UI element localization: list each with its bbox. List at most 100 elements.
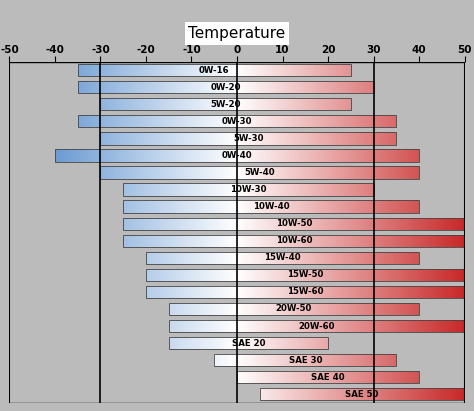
Bar [258, 183, 259, 196]
Bar [185, 269, 186, 281]
Bar [182, 201, 183, 213]
Bar [332, 166, 333, 179]
Bar [340, 98, 341, 111]
Bar [337, 235, 338, 247]
Bar [244, 286, 245, 298]
Bar [392, 371, 393, 383]
Bar [108, 64, 109, 76]
Bar [249, 337, 250, 349]
Bar [362, 201, 363, 213]
Bar [315, 183, 316, 196]
Bar [350, 132, 351, 145]
Bar [279, 303, 280, 315]
Bar [242, 115, 243, 127]
Bar [378, 252, 379, 264]
Bar [218, 183, 219, 196]
Bar [130, 217, 131, 230]
Bar [120, 81, 121, 93]
Bar [297, 166, 298, 179]
Bar [277, 64, 278, 76]
Bar [258, 371, 259, 383]
Bar [381, 371, 382, 383]
Bar [365, 217, 367, 230]
Bar [423, 269, 424, 281]
Bar [359, 354, 360, 366]
Bar [347, 235, 348, 247]
Bar [392, 269, 393, 281]
Bar [354, 81, 355, 93]
Bar [298, 183, 299, 196]
Bar [387, 132, 388, 145]
Bar [182, 252, 183, 264]
Bar [289, 115, 290, 127]
Bar [323, 388, 324, 400]
Bar [292, 320, 293, 332]
Bar [179, 149, 180, 162]
Bar [328, 201, 329, 213]
Bar [222, 286, 224, 298]
Bar [255, 132, 256, 145]
Bar [391, 252, 392, 264]
Bar [195, 132, 196, 145]
Bar [189, 303, 190, 315]
Bar [432, 320, 433, 332]
Bar [291, 115, 292, 127]
Bar [445, 217, 447, 230]
Bar [248, 217, 249, 230]
Bar [258, 166, 259, 179]
Bar [332, 183, 333, 196]
Bar [412, 235, 413, 247]
Bar [460, 286, 461, 298]
Bar [236, 149, 237, 162]
Bar [123, 201, 124, 213]
Bar [270, 252, 271, 264]
Bar [452, 217, 453, 230]
Bar [290, 252, 291, 264]
Bar [267, 337, 268, 349]
Bar [369, 388, 370, 400]
Bar [126, 166, 127, 179]
Bar [279, 64, 280, 76]
Bar [445, 320, 446, 332]
Bar [295, 81, 296, 93]
Bar [184, 201, 185, 213]
Bar [405, 320, 406, 332]
Bar [322, 303, 323, 315]
Text: 5W-30: 5W-30 [233, 134, 264, 143]
Bar [394, 269, 395, 281]
Bar [235, 64, 236, 76]
Bar [267, 81, 268, 93]
Bar [152, 98, 153, 111]
Bar [363, 252, 364, 264]
Bar [306, 252, 307, 264]
Bar [220, 81, 221, 93]
Bar [314, 64, 315, 76]
Bar [141, 235, 143, 247]
Bar [140, 98, 141, 111]
Bar [418, 371, 419, 383]
Bar [362, 235, 363, 247]
Bar [246, 132, 247, 145]
Bar [288, 269, 289, 281]
Bar [455, 286, 456, 298]
Bar [288, 252, 289, 264]
Bar [136, 98, 137, 111]
Bar [244, 337, 245, 349]
Bar [314, 235, 316, 247]
Bar [402, 269, 403, 281]
Bar [304, 115, 305, 127]
Bar [103, 149, 105, 162]
Bar [242, 64, 243, 76]
Bar [398, 388, 399, 400]
Bar [313, 217, 314, 230]
Bar [401, 217, 402, 230]
Bar [350, 149, 351, 162]
Bar [102, 115, 103, 127]
Bar [229, 235, 230, 247]
Bar [229, 252, 230, 264]
Bar [342, 371, 343, 383]
Bar [286, 252, 287, 264]
Bar [313, 132, 314, 145]
Bar [270, 235, 271, 247]
Bar [429, 269, 430, 281]
